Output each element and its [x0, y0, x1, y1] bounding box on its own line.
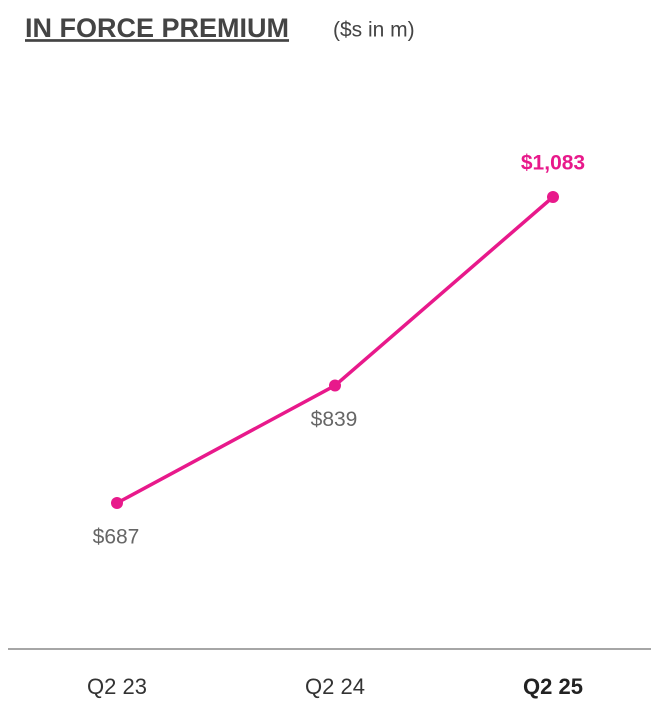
data-point	[111, 497, 123, 509]
data-point	[329, 379, 341, 392]
x-tick-label: Q2 23	[87, 674, 147, 699]
x-tick-label: Q2 25	[523, 674, 583, 699]
value-label: $839	[311, 408, 358, 431]
data-line	[116, 195, 555, 505]
x-tick-label: Q2 24	[305, 674, 365, 699]
chart-title: IN FORCE PREMIUM	[25, 13, 289, 43]
data-point	[547, 191, 559, 203]
value-label: $1,083	[521, 152, 585, 175]
value-label: $687	[93, 526, 140, 549]
chart-subtitle: ($s in m)	[333, 19, 415, 42]
